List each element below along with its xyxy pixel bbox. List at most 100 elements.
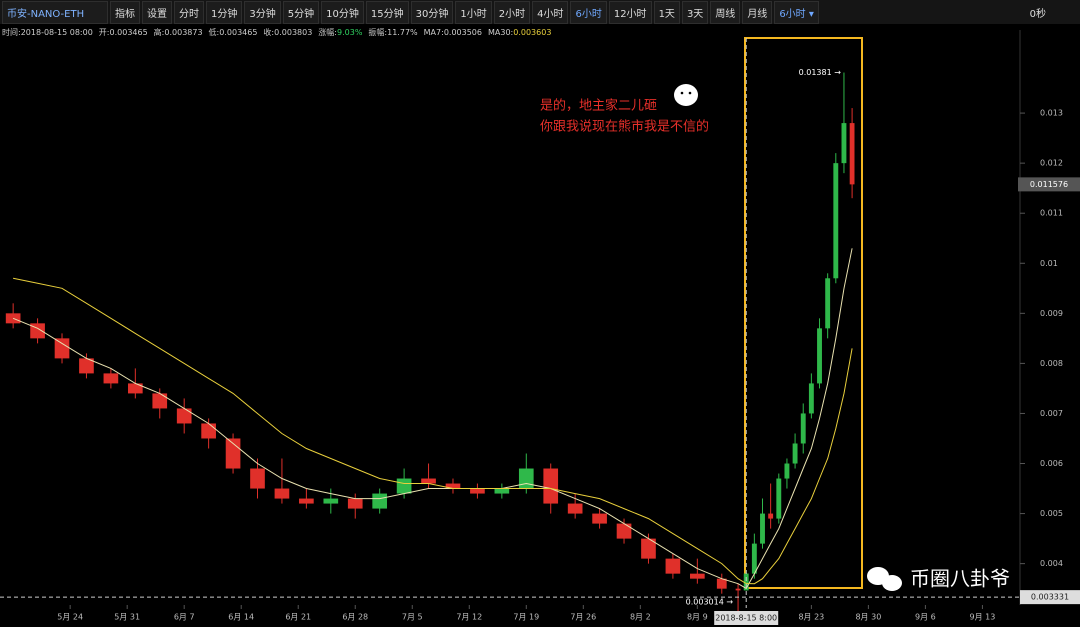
annotation: 是的，地主家二儿砸 — [540, 98, 657, 114]
candle-body — [849, 123, 855, 185]
highlight-box — [744, 37, 863, 589]
watermark: 币圈八卦爷 — [910, 567, 1010, 591]
info-item: 时间:2018-08-15 08:00 — [2, 28, 93, 37]
candle-body — [396, 478, 412, 494]
info-item: 收:0.003803 — [263, 28, 312, 37]
period-group: 分时 1分钟 3分钟 5分钟 10分钟 15分钟 30分钟 1小时 2小时 4小时 6小时 12小时 1… — [174, 0, 773, 24]
period-dropdown[interactable]: 6小时 ▾ — [774, 0, 819, 24]
period-button[interactable]: 30分钟 — [410, 0, 454, 24]
info-value: 0.003803 — [274, 28, 313, 37]
ma-line — [12, 248, 853, 590]
period-button[interactable]: 6小时 — [570, 0, 607, 24]
candle-body — [751, 543, 757, 574]
x-tick-label: 7月 12 — [456, 613, 482, 622]
annotation: 你跟我说现在熊市我是不信的 — [540, 119, 709, 135]
info-item: 高:0.003873 — [154, 28, 203, 37]
period-button[interactable]: 1分钟 — [206, 0, 243, 24]
candle-body — [518, 468, 534, 489]
period-button[interactable]: 月线 — [742, 0, 773, 24]
candle-body — [299, 498, 314, 504]
y-tick-label: 0.009 — [1040, 309, 1063, 318]
candle-body — [103, 373, 119, 384]
candle-body — [743, 573, 749, 591]
candle-body — [616, 523, 632, 539]
info-value: 0.003873 — [164, 28, 203, 37]
candle-body — [808, 383, 814, 414]
period-button[interactable]: 1天 — [653, 0, 680, 24]
info-item: MA30:0.003603 — [488, 28, 551, 37]
candle-body — [665, 558, 681, 574]
candle-body — [567, 503, 583, 514]
candle-body — [641, 538, 656, 559]
x-tick-label: 6月 21 — [285, 613, 311, 622]
y-tick-label: 0.006 — [1040, 459, 1063, 468]
toolbar: 币安-NANO-ETH 指标 设置 分时 1分钟 3分钟 5分钟 10分钟 15分钟 30分… — [0, 0, 1080, 24]
price-tag-box — [1020, 590, 1080, 605]
period-button[interactable]: 12小时 — [608, 0, 652, 24]
candle-body — [543, 468, 559, 504]
candle-body — [250, 468, 265, 489]
candle-body — [372, 493, 388, 509]
period-button[interactable]: 5分钟 — [282, 0, 320, 24]
candle-body — [690, 573, 705, 579]
period-button[interactable]: 周线 — [710, 0, 741, 24]
current-price: 0.011576 — [1030, 180, 1068, 189]
y-tick-label: 0.011 — [1040, 209, 1063, 218]
candle-body — [201, 423, 216, 439]
candle-body — [760, 513, 765, 544]
x-tick-label: 8月 2 — [630, 613, 651, 622]
info-value: 0.003465 — [219, 28, 258, 37]
candle-body — [735, 588, 741, 591]
info-item: MA7:0.003506 — [424, 28, 482, 37]
period-button[interactable]: 3天 — [681, 0, 709, 24]
candle-body — [784, 463, 790, 479]
candle-body — [817, 328, 822, 384]
ma-line — [13, 277, 853, 585]
info-item: 振幅:11.77% — [368, 28, 417, 37]
symbol-select[interactable]: 币安-NANO-ETH — [2, 0, 108, 24]
period-button[interactable]: 10分钟 — [321, 0, 364, 24]
info-value: 0.003506 — [443, 28, 482, 37]
info-label: 开: — [98, 28, 110, 37]
period-button[interactable]: 2小时 — [493, 0, 531, 24]
candle-body — [825, 278, 831, 329]
crosshair-price: 0.003331 — [1031, 593, 1069, 602]
info-value: 9.03% — [337, 28, 363, 37]
x-tick-label: 6月 14 — [228, 613, 254, 622]
period-button[interactable]: 1小时 — [455, 0, 492, 24]
candle-body — [445, 483, 461, 489]
info-label: 涨幅: — [318, 28, 337, 37]
period-button[interactable]: 分时 — [174, 0, 204, 24]
wechat-icon — [867, 567, 902, 591]
y-tick-label: 0.013 — [1040, 109, 1063, 118]
candle-body — [776, 478, 782, 519]
info-line: 时间:2018-08-15 08:00 开:0.003465 高:0.003873 低… — [2, 27, 557, 38]
info-label: MA7: — [423, 28, 444, 37]
candle-body — [470, 488, 485, 494]
candle-body — [800, 413, 806, 444]
info-item: 开:0.003465 — [99, 28, 148, 37]
y-tick-label: 0.012 — [1040, 159, 1063, 168]
y-tick-label: 0.01 — [1040, 259, 1058, 268]
info-label: 低: — [208, 28, 220, 37]
info-label: 时间: — [2, 28, 21, 37]
sticker — [674, 84, 698, 106]
period-button[interactable]: 3分钟 — [244, 0, 281, 24]
crosshair-date: 2018-8-15 8:00 — [715, 614, 777, 623]
period-button[interactable]: 4小时 — [532, 0, 569, 24]
candle-body — [833, 163, 839, 279]
indicator-button[interactable]: 指标 — [110, 0, 140, 24]
candle-body — [79, 358, 94, 374]
settings-button[interactable]: 设置 — [142, 0, 172, 24]
period-button[interactable]: 15分钟 — [365, 0, 409, 24]
candle-body — [716, 578, 727, 589]
info-value: 11.77% — [387, 28, 418, 37]
info-value: 2018-08-15 08:00 — [20, 28, 93, 37]
x-tick-label: 8月 23 — [798, 613, 824, 622]
candle-body — [274, 488, 290, 499]
info-value: 0.003465 — [109, 28, 148, 37]
y-tick-label: 0.005 — [1040, 509, 1063, 518]
candle-body — [54, 338, 70, 359]
